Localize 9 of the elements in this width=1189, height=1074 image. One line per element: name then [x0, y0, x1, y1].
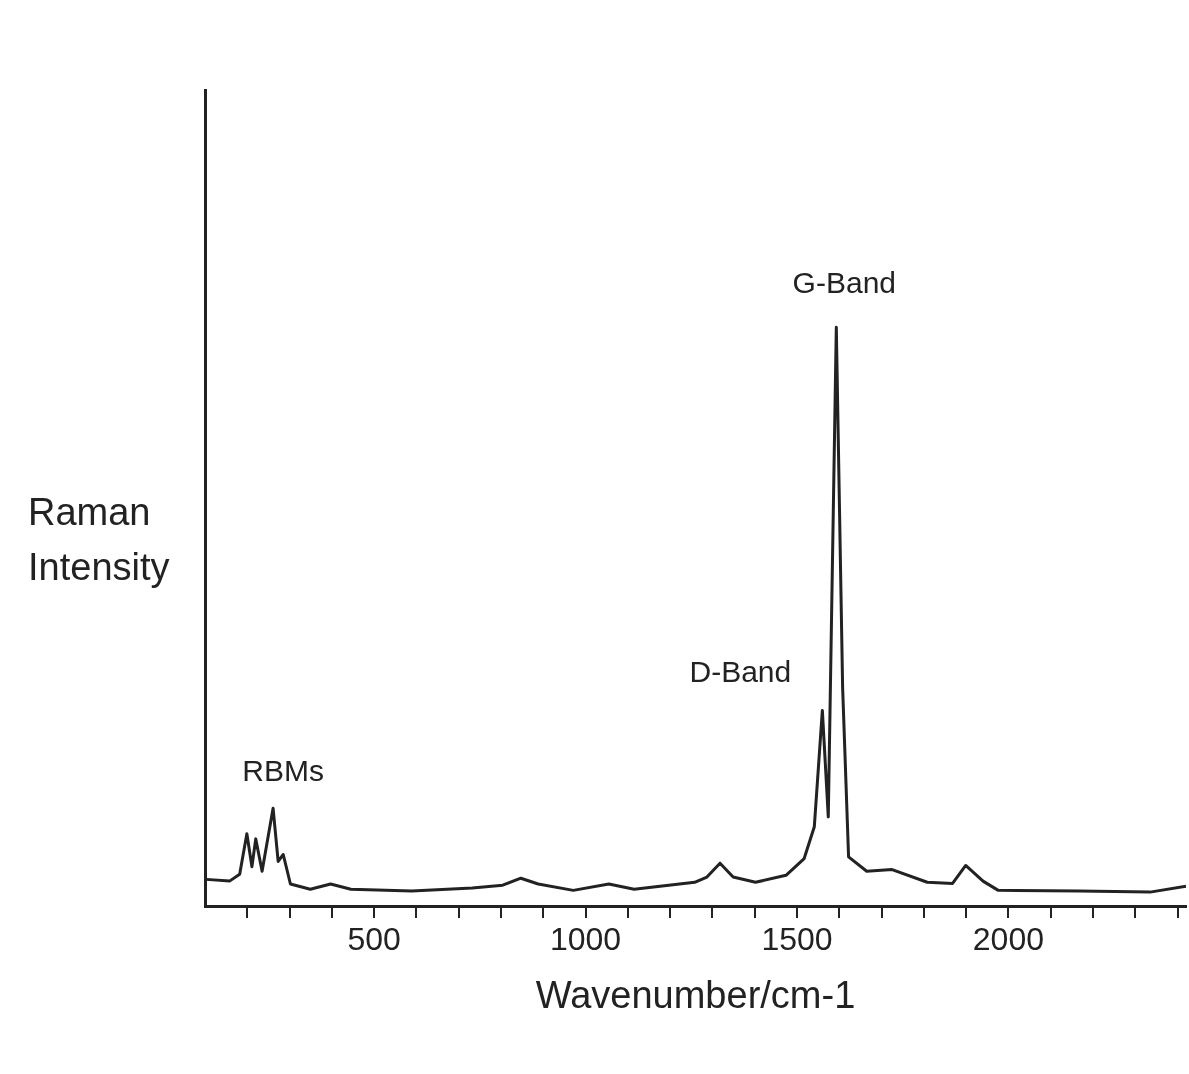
x-tick-label: 1500	[761, 921, 833, 958]
x-tick-label: 1000	[549, 921, 622, 958]
annotation: G-Band	[792, 265, 896, 299]
annotation: D-Band	[689, 654, 792, 688]
x-axis-title: Wavenumber/cm-1	[535, 973, 856, 1016]
x-tick-label: 2000	[972, 921, 1044, 958]
x-tick-label: 500	[347, 921, 401, 958]
y-axis-title: Raman Intensity	[28, 490, 171, 590]
annotation: RBMs	[242, 754, 324, 788]
